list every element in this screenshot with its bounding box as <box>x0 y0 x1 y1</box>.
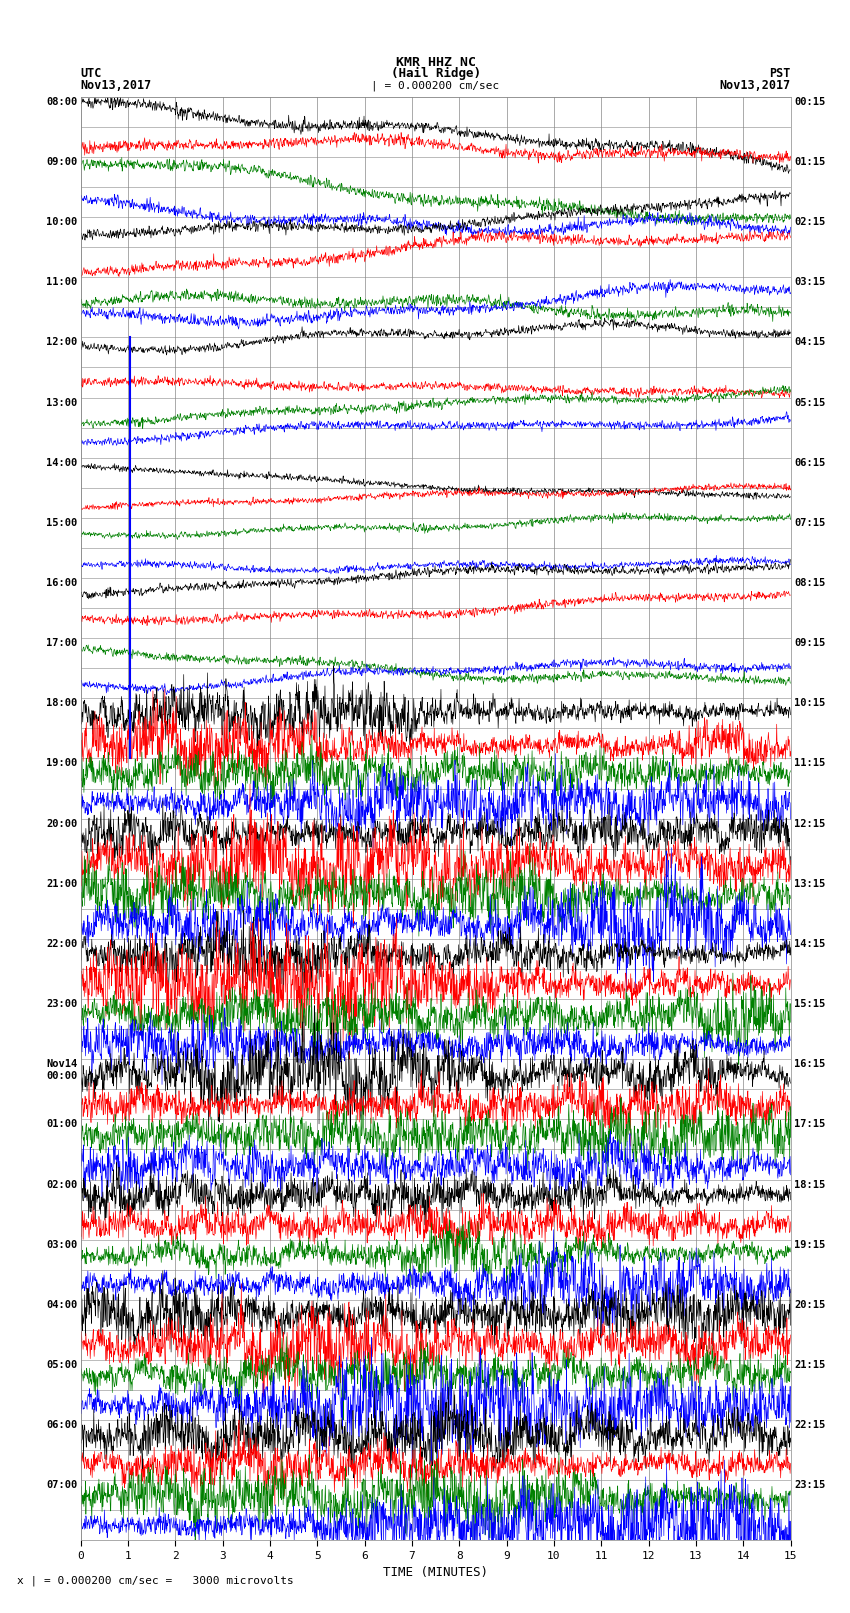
Text: 22:15: 22:15 <box>794 1419 825 1431</box>
Text: 21:00: 21:00 <box>46 879 77 889</box>
Text: 09:00: 09:00 <box>46 156 77 166</box>
Text: Nov13,2017: Nov13,2017 <box>81 79 152 92</box>
Text: 03:00: 03:00 <box>46 1240 77 1250</box>
Text: 17:00: 17:00 <box>46 639 77 648</box>
Text: 01:00: 01:00 <box>46 1119 77 1129</box>
Text: KMR HHZ NC: KMR HHZ NC <box>395 56 476 69</box>
Text: Nov13,2017: Nov13,2017 <box>719 79 791 92</box>
Text: 23:00: 23:00 <box>46 998 77 1010</box>
Text: 02:15: 02:15 <box>794 218 825 227</box>
Text: 20:00: 20:00 <box>46 819 77 829</box>
Text: 07:15: 07:15 <box>794 518 825 527</box>
Text: 10:15: 10:15 <box>794 698 825 708</box>
Text: 06:15: 06:15 <box>794 458 825 468</box>
Text: 12:00: 12:00 <box>46 337 77 347</box>
Text: 11:15: 11:15 <box>794 758 825 768</box>
Text: 19:00: 19:00 <box>46 758 77 768</box>
Text: 08:15: 08:15 <box>794 577 825 589</box>
Text: 11:00: 11:00 <box>46 277 77 287</box>
Text: 14:15: 14:15 <box>794 939 825 948</box>
Text: 18:00: 18:00 <box>46 698 77 708</box>
Text: 10:00: 10:00 <box>46 218 77 227</box>
Text: 00:15: 00:15 <box>794 97 825 106</box>
Text: 02:00: 02:00 <box>46 1179 77 1189</box>
Text: 07:00: 07:00 <box>46 1481 77 1490</box>
Text: 20:15: 20:15 <box>794 1300 825 1310</box>
Text: 23:15: 23:15 <box>794 1481 825 1490</box>
Text: 08:00: 08:00 <box>46 97 77 106</box>
Text: 05:00: 05:00 <box>46 1360 77 1369</box>
Text: 12:15: 12:15 <box>794 819 825 829</box>
Text: 05:15: 05:15 <box>794 397 825 408</box>
Text: 15:00: 15:00 <box>46 518 77 527</box>
Text: x | = 0.000200 cm/sec =   3000 microvolts: x | = 0.000200 cm/sec = 3000 microvolts <box>17 1576 294 1587</box>
Text: 13:15: 13:15 <box>794 879 825 889</box>
Text: 18:15: 18:15 <box>794 1179 825 1189</box>
Text: 22:00: 22:00 <box>46 939 77 948</box>
Text: 04:15: 04:15 <box>794 337 825 347</box>
Text: (Hail Ridge): (Hail Ridge) <box>391 68 480 81</box>
Text: | = 0.000200 cm/sec: | = 0.000200 cm/sec <box>371 81 500 92</box>
Text: 03:15: 03:15 <box>794 277 825 287</box>
Text: 06:00: 06:00 <box>46 1419 77 1431</box>
Text: Nov14
00:00: Nov14 00:00 <box>46 1060 77 1081</box>
Text: 15:15: 15:15 <box>794 998 825 1010</box>
Text: 14:00: 14:00 <box>46 458 77 468</box>
Text: 16:15: 16:15 <box>794 1060 825 1069</box>
Text: 13:00: 13:00 <box>46 397 77 408</box>
Text: 16:00: 16:00 <box>46 577 77 589</box>
Text: UTC: UTC <box>81 68 102 81</box>
Text: PST: PST <box>769 68 790 81</box>
Text: 04:00: 04:00 <box>46 1300 77 1310</box>
Text: 17:15: 17:15 <box>794 1119 825 1129</box>
X-axis label: TIME (MINUTES): TIME (MINUTES) <box>383 1566 488 1579</box>
Text: 09:15: 09:15 <box>794 639 825 648</box>
Text: 01:15: 01:15 <box>794 156 825 166</box>
Text: 19:15: 19:15 <box>794 1240 825 1250</box>
Text: 21:15: 21:15 <box>794 1360 825 1369</box>
